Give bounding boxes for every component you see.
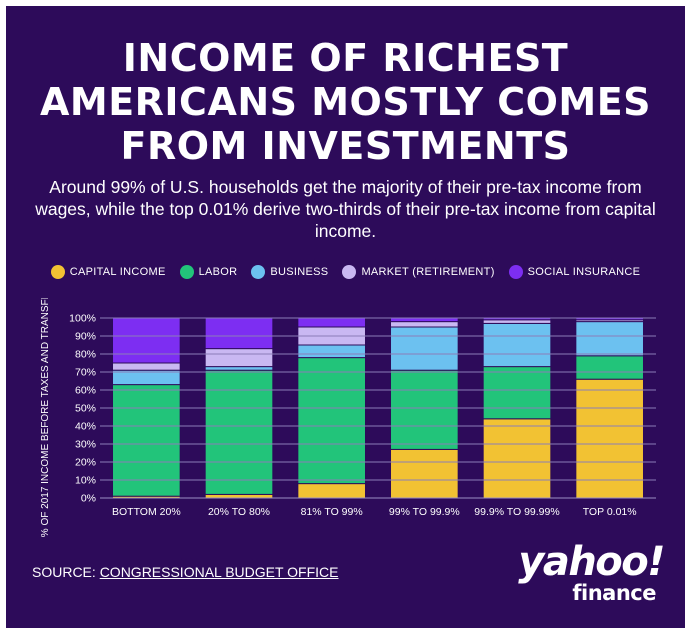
legend-item: LABOR [179,265,238,279]
bar-segment [482,319,552,324]
bar-segment [390,369,459,450]
source-link[interactable]: CONGRESSIONAL BUDGET OFFICE [99,564,339,580]
chart-legend: CAPITAL INCOME LABOR BUSINESS MARKET (RETIR… [6,265,685,279]
bar-segment [390,321,459,328]
title-line: INCOME OF RICHEST [122,36,569,80]
legend-item: BUSINESS [251,265,328,279]
bar-segment [575,378,644,499]
bar-segment [204,369,274,495]
y-tick-label: 10% [75,475,96,487]
bar-segment [297,317,366,328]
bar-segment [297,344,366,359]
bar-segment [575,355,644,380]
logo-yahoo-text: yahoo! [518,539,665,585]
y-tick-label: 0% [81,493,96,505]
x-tick-label: 81% TO 99% [301,506,363,518]
bar-segment [575,321,644,357]
bar-segment [390,448,459,499]
x-tick-label: 99% TO 99.9% [389,506,460,518]
bar-segment [112,362,181,371]
bar-segment [204,317,274,350]
bar-segment [204,366,274,371]
source-label: SOURCE: [32,564,100,580]
bar-segment [297,357,366,485]
y-tick-label: 60% [75,385,96,397]
y-tick-label: 80% [75,349,96,361]
bar-segment [390,317,459,323]
chart-title: INCOME OF RICHEST AMERICANS MOSTLY COMES… [6,36,685,168]
title-line: FROM INVESTMENTS [120,124,571,168]
x-tick-label: 99.9% TO 99.99% [474,506,559,518]
y-axis-label: % OF 2017 INCOME BEFORE TAXES AND TRANSF… [40,298,51,537]
bar-segment [204,348,274,368]
bar-segment [482,322,552,368]
logo-finance-text: finance [572,581,656,605]
y-tick-label: 50% [75,403,96,415]
legend-swatch [179,265,194,279]
bar-segment [482,418,552,499]
legend-swatch [508,265,523,279]
x-tick-label: BOTTOM 20% [112,506,181,518]
source-line: SOURCE: CONGRESSIONAL BUDGET OFFICE [32,564,339,580]
bar-segment [112,384,181,497]
legend-label: MARKET (RETIREMENT) [361,266,495,278]
legend-swatch [342,265,357,279]
legend-label: SOCIAL INSURANCE [527,266,641,278]
legend-label: BUSINESS [270,266,329,278]
bar-segment [112,317,181,364]
bar-segment [390,326,459,371]
stacked-bar-chart: % OF 2017 INCOME BEFORE TAXES AND TRANSF… [40,298,656,537]
y-tick-label: 100% [69,313,96,325]
legend-item: SOCIAL INSURANCE [508,265,641,279]
bar-segment [482,366,552,420]
y-tick-label: 40% [75,421,96,433]
y-tick-label: 70% [75,367,96,379]
infographic-card: INCOME OF RICHEST AMERICANS MOSTLY COMES… [6,6,685,628]
x-tick-label: TOP 0.01% [583,506,637,518]
yahoo-finance-logo: yahoo! finance [514,539,665,605]
legend-swatch [251,265,266,279]
y-tick-label: 30% [75,439,96,451]
chart-subtitle: Around 99% of U.S. households get the ma… [35,177,656,241]
bar-segment [204,493,274,499]
legend-swatch [50,265,65,279]
legend-item: MARKET (RETIREMENT) [342,265,494,279]
y-tick-label: 90% [75,331,96,343]
legend-label: CAPITAL INCOME [69,266,166,278]
legend-label: LABOR [198,266,238,278]
legend-item: CAPITAL INCOME [50,265,166,279]
x-tick-label: 20% TO 80% [208,506,270,518]
title-line: AMERICANS MOSTLY COMES [39,80,652,124]
bar-segment [297,483,366,499]
y-tick-label: 20% [75,457,96,469]
